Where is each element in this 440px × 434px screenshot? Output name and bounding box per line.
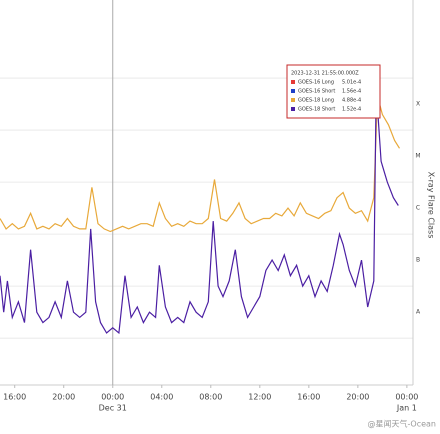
legend: 2023-12-31 21:55:00.000Z GOES-16 Long 5.01… (286, 64, 381, 119)
legend-value: 1.52e-4 (342, 107, 361, 113)
x-tick-label: 08:00 (199, 393, 222, 402)
y-tick-label: B (416, 257, 420, 264)
legend-swatch (291, 98, 295, 102)
legend-name: GOES-18 Long (298, 98, 334, 104)
y-tick-label: A (416, 309, 421, 316)
legend-value: 4.88e-4 (342, 98, 361, 104)
legend-name: GOES-16 Short (298, 89, 335, 95)
y-tick-label: C (416, 205, 420, 212)
legend-swatch (291, 107, 295, 111)
y-tick-label: M (415, 153, 420, 160)
legend-value: 1.56e-4 (342, 89, 361, 95)
legend-title: 2023-12-31 21:55:00.000Z (291, 71, 359, 77)
x-tick-label: 00:00 (101, 393, 124, 402)
x-tick-label: 20:00 (346, 393, 369, 402)
series-line (0, 88, 399, 335)
x-tick-label: 16:00 (3, 393, 26, 402)
x-tick-label: 16:00 (297, 393, 320, 402)
date-label: Dec 31 (99, 404, 127, 413)
legend-swatch (291, 80, 295, 84)
legend-swatch (291, 89, 295, 93)
x-tick-label: 12:00 (248, 393, 271, 402)
legend-value: 5.01e-4 (342, 80, 361, 86)
y-tick-label: X (416, 101, 420, 108)
series-line (0, 96, 401, 233)
legend-name: GOES-18 Short (298, 107, 335, 113)
date-label: Jan 1 (396, 404, 417, 413)
x-tick-label: 20:00 (52, 393, 75, 402)
legend-name: GOES-16 Long (298, 80, 334, 86)
watermark: @星闻天气-Ocean (368, 419, 436, 429)
x-tick-label: 04:00 (150, 393, 173, 402)
x-tick-label: 00:00 (395, 393, 418, 402)
legend-box (286, 64, 381, 119)
y-axis-label: X-ray Flare Class (427, 172, 436, 239)
